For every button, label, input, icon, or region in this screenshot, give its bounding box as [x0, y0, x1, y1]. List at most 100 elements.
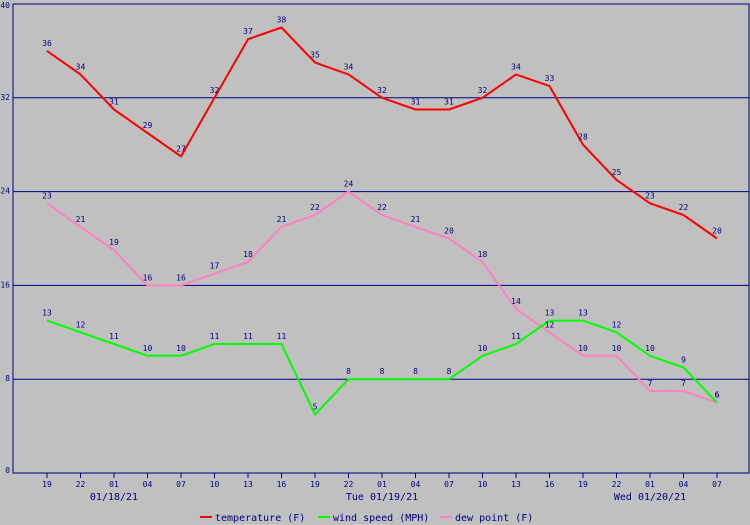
data-label: 16 [176, 273, 186, 282]
data-label: 8 [380, 367, 385, 376]
data-label: 23 [42, 191, 52, 200]
x-tick-label: 22 [76, 480, 86, 489]
data-label: 8 [447, 367, 452, 376]
x-tick-label: 19 [310, 480, 320, 489]
data-label: 11 [109, 332, 119, 341]
data-label: 13 [545, 309, 555, 318]
data-label: 18 [243, 250, 253, 259]
x-tick-label: 22 [612, 480, 622, 489]
x-tick-label: 04 [411, 480, 421, 489]
x-tick-label: 01 [377, 480, 387, 489]
data-label: 22 [377, 203, 387, 212]
data-label: 28 [578, 133, 588, 142]
x-tick-label: 01 [109, 480, 119, 489]
x-tick-label: 19 [42, 480, 52, 489]
series-line-wind [46, 319, 718, 416]
plot-frame [12, 3, 750, 474]
date-label: Tue 01/19/21 [346, 492, 418, 503]
data-label: 7 [648, 379, 653, 388]
y-tick-label: 0 [5, 466, 10, 475]
data-label: 37 [243, 27, 253, 36]
data-label: 12 [76, 320, 86, 329]
data-label: 11 [210, 332, 220, 341]
x-tick-label: 16 [545, 480, 555, 489]
y-tick-label: 40 [0, 1, 10, 10]
data-label: 12 [612, 320, 622, 329]
data-label: 6 [715, 391, 720, 400]
x-tick-label: 19 [578, 480, 588, 489]
y-tick-label: 32 [0, 93, 10, 102]
data-label: 34 [76, 62, 86, 71]
data-label: 22 [310, 203, 320, 212]
data-label: 22 [679, 203, 689, 212]
data-label: 34 [511, 62, 521, 71]
x-tick-label: 01 [645, 480, 655, 489]
data-label: 24 [344, 180, 354, 189]
x-tick-label: 07 [176, 480, 186, 489]
x-tick-label: 07 [712, 480, 722, 489]
data-label: 8 [413, 367, 418, 376]
series-line-temperature [46, 26, 718, 240]
data-label: 18 [478, 250, 488, 259]
data-label: 10 [645, 344, 655, 353]
data-label: 34 [344, 62, 354, 71]
data-label: 10 [143, 344, 153, 353]
data-label: 21 [76, 215, 86, 224]
y-tick-label: 16 [0, 280, 10, 289]
data-label: 11 [277, 332, 287, 341]
data-label: 20 [444, 227, 454, 236]
data-label: 19 [109, 238, 119, 247]
legend-label: temperature (F) [215, 513, 305, 524]
x-tick-label: 10 [210, 480, 220, 489]
data-label: 32 [478, 86, 488, 95]
data-label: 13 [578, 309, 588, 318]
x-tick-label: 13 [243, 480, 253, 489]
data-label: 14 [511, 297, 521, 306]
data-label: 8 [346, 367, 351, 376]
data-label: 6 [715, 391, 720, 400]
x-tick-label: 10 [478, 480, 488, 489]
data-label: 21 [277, 215, 287, 224]
y-tick-label: 24 [0, 187, 10, 196]
data-label: 5 [313, 402, 318, 411]
date-label: 01/18/21 [90, 492, 138, 503]
data-label: 27 [176, 144, 186, 153]
legend-label: wind speed (MPH) [333, 513, 429, 524]
data-label: 11 [243, 332, 253, 341]
date-label: Wed 01/20/21 [614, 492, 686, 503]
data-label: 10 [176, 344, 186, 353]
y-tick-label: 8 [5, 374, 10, 383]
data-label: 13 [42, 309, 52, 318]
data-label: 21 [411, 215, 421, 224]
data-label: 33 [545, 74, 555, 83]
data-label: 11 [511, 332, 521, 341]
x-tick-label: 16 [277, 480, 287, 489]
data-label: 31 [411, 98, 421, 107]
data-label: 31 [444, 98, 454, 107]
x-tick-label: 07 [444, 480, 454, 489]
data-label: 17 [210, 262, 220, 271]
series-line-dew [46, 190, 718, 404]
data-label: 36 [42, 39, 52, 48]
x-tick-label: 22 [344, 480, 354, 489]
data-label: 32 [210, 86, 220, 95]
data-label: 9 [681, 355, 686, 364]
data-label: 10 [578, 344, 588, 353]
data-label: 10 [612, 344, 622, 353]
data-label: 16 [143, 273, 153, 282]
data-label: 25 [612, 168, 622, 177]
legend-label: dew point (F) [455, 513, 533, 524]
data-label: 20 [712, 227, 722, 236]
data-label: 29 [143, 121, 153, 130]
data-label: 32 [377, 86, 387, 95]
x-tick-label: 13 [511, 480, 521, 489]
data-label: 38 [277, 15, 287, 24]
data-label: 10 [478, 344, 488, 353]
data-label: 7 [681, 379, 686, 388]
data-label: 35 [310, 51, 320, 60]
data-label: 23 [645, 191, 655, 200]
x-tick-label: 04 [679, 480, 689, 489]
data-label: 12 [545, 320, 555, 329]
data-label: 31 [109, 98, 119, 107]
